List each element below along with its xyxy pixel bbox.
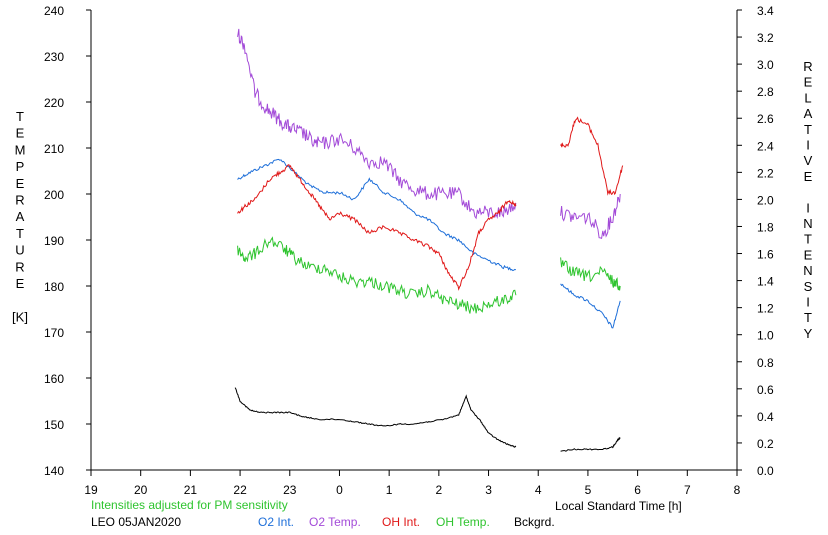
x-tick-label: 3: [485, 483, 492, 497]
right-tick-label: 2.2: [757, 166, 774, 180]
x-tick-label: 0: [336, 483, 343, 497]
right-tick-label: 2.6: [757, 112, 774, 126]
left-tick-label: 210: [44, 142, 64, 156]
right-tick-label: 3.0: [757, 58, 774, 72]
series-o2-int-line: [560, 283, 621, 329]
left-axis-label-letter: R: [15, 259, 24, 274]
right-axis-label-letter: A: [804, 106, 813, 121]
left-axis-label-letter: P: [16, 159, 25, 174]
x-axis-label: Local Standard Time [h]: [555, 499, 682, 513]
x-tick-label: 19: [84, 483, 98, 497]
right-axis-label-letter: T: [804, 310, 812, 325]
sensitivity-note: Intensities adjusted for PM sensitivity: [91, 498, 288, 512]
right-axis-label-letter: N: [803, 216, 812, 231]
right-axis-label-letter: I: [806, 200, 810, 215]
right-axis-label-letter: E: [804, 247, 813, 262]
left-tick-label: 150: [44, 418, 64, 432]
station-date: LEO 05JAN2020: [91, 515, 182, 529]
series-o2-temp-line: [560, 193, 621, 239]
x-tick-label: 6: [634, 483, 641, 497]
series-bckgrd-line: [234, 387, 517, 448]
series-oh-temp-line: [560, 257, 621, 291]
right-tick-label: 0.0: [757, 464, 774, 478]
left-tick-label: 140: [44, 464, 64, 478]
x-tick-label: 8: [734, 483, 741, 497]
left-axis-label-letter: A: [16, 209, 25, 224]
series-layer: [234, 28, 624, 452]
x-tick-label: 7: [684, 483, 691, 497]
legend-oh-temp: OH Temp.: [436, 515, 490, 529]
right-tick-label: 2.8: [757, 85, 774, 99]
left-tick-label: 170: [44, 326, 64, 340]
series-oh-int-line: [237, 164, 517, 291]
series-oh-temp-line: [237, 236, 517, 314]
legend-bckgrd: Bckgrd.: [514, 515, 555, 529]
axes: 1401501601701801902002102202302400.00.20…: [12, 4, 813, 497]
right-tick-label: 3.4: [757, 4, 774, 18]
right-axis-label-letter: I: [806, 138, 810, 153]
series-bckgrd-line: [560, 436, 621, 452]
left-tick-label: 160: [44, 372, 64, 386]
left-axis-label-letter: R: [15, 193, 24, 208]
left-axis-label-letter: E: [16, 176, 25, 191]
right-axis-label-letter: E: [804, 75, 813, 90]
x-tick-label: 4: [535, 483, 542, 497]
right-tick-label: 2.4: [757, 139, 774, 153]
x-tick-label: 21: [184, 483, 198, 497]
right-axis-label-letter: T: [804, 122, 812, 137]
left-tick-label: 240: [44, 4, 64, 18]
right-axis-label-letter: I: [806, 295, 810, 310]
right-tick-label: 1.4: [757, 275, 774, 289]
right-tick-label: 1.6: [757, 248, 774, 262]
right-axis-label-letter: E: [804, 169, 813, 184]
left-axis-label-letter: [K]: [12, 309, 28, 324]
right-axis-label-letter: R: [803, 59, 812, 74]
right-axis-label-letter: V: [804, 153, 813, 168]
series-o2-temp-line: [237, 28, 517, 220]
right-tick-label: 0.6: [757, 383, 774, 397]
legend-oh-int: OH Int.: [382, 515, 421, 529]
series-o2-int-line: [237, 158, 517, 272]
x-tick-label: 20: [134, 483, 148, 497]
left-axis-label-letter: E: [16, 276, 25, 291]
left-axis-label-letter: M: [15, 142, 26, 157]
right-axis-label-letter: L: [804, 90, 811, 105]
right-axis-label-letter: S: [804, 279, 813, 294]
x-tick-label: 22: [233, 483, 247, 497]
right-tick-label: 3.2: [757, 31, 774, 45]
x-tick-label: 23: [283, 483, 297, 497]
right-tick-label: 1.0: [757, 329, 774, 343]
left-axis-label-letter: T: [16, 226, 24, 241]
left-tick-label: 230: [44, 50, 64, 64]
right-tick-label: 0.8: [757, 356, 774, 370]
right-tick-label: 1.2: [757, 302, 774, 316]
right-tick-label: 1.8: [757, 220, 774, 234]
left-axis-label-letter: E: [16, 126, 25, 141]
left-tick-label: 190: [44, 234, 64, 248]
x-tick-label: 1: [386, 483, 393, 497]
right-axis-label-letter: Y: [804, 326, 813, 341]
legend-o2-int: O2 Int.: [258, 515, 295, 529]
left-axis-label-letter: U: [15, 243, 24, 258]
right-tick-label: 2.0: [757, 193, 774, 207]
series-oh-int-line: [560, 116, 624, 196]
left-tick-label: 200: [44, 188, 64, 202]
x-tick-label: 2: [436, 483, 443, 497]
left-axis-label-letter: T: [16, 109, 24, 124]
left-tick-label: 220: [44, 96, 64, 110]
right-axis-label-letter: N: [803, 263, 812, 278]
right-tick-label: 0.4: [757, 410, 774, 424]
left-tick-label: 180: [44, 280, 64, 294]
right-axis-label-letter: T: [804, 232, 812, 247]
right-tick-label: 0.2: [757, 437, 774, 451]
legend-o2-temp: O2 Temp.: [309, 515, 361, 529]
x-tick-label: 5: [585, 483, 592, 497]
